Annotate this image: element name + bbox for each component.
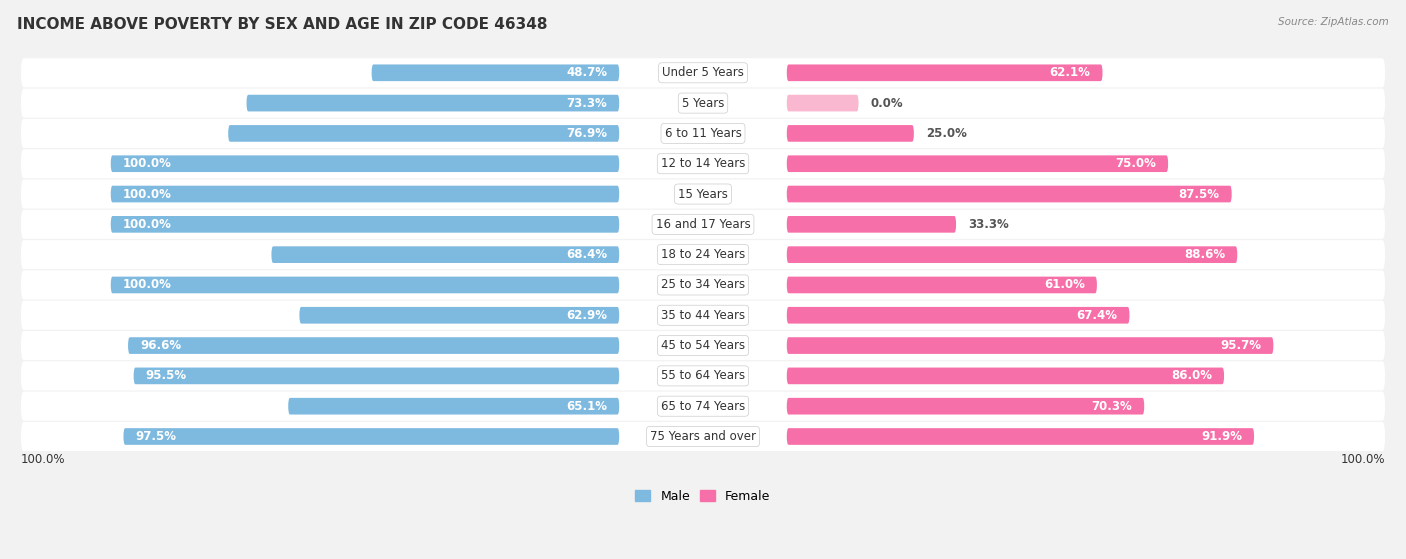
FancyBboxPatch shape [787,368,1225,384]
FancyBboxPatch shape [111,216,619,233]
FancyBboxPatch shape [271,247,619,263]
FancyBboxPatch shape [787,95,859,111]
FancyBboxPatch shape [111,186,619,202]
Text: 48.7%: 48.7% [567,67,607,79]
FancyBboxPatch shape [288,398,619,415]
Legend: Male, Female: Male, Female [630,485,776,508]
Text: 100.0%: 100.0% [122,278,172,291]
Text: 62.1%: 62.1% [1050,67,1091,79]
FancyBboxPatch shape [299,307,619,324]
Text: 100.0%: 100.0% [1340,453,1385,466]
Text: INCOME ABOVE POVERTY BY SEX AND AGE IN ZIP CODE 46348: INCOME ABOVE POVERTY BY SEX AND AGE IN Z… [17,17,547,32]
Text: 65 to 74 Years: 65 to 74 Years [661,400,745,413]
FancyBboxPatch shape [371,64,619,81]
FancyBboxPatch shape [787,216,956,233]
Text: 76.9%: 76.9% [567,127,607,140]
Text: Source: ZipAtlas.com: Source: ZipAtlas.com [1278,17,1389,27]
Text: 12 to 14 Years: 12 to 14 Years [661,157,745,170]
Text: 88.6%: 88.6% [1184,248,1226,261]
Text: 91.9%: 91.9% [1201,430,1241,443]
Text: 55 to 64 Years: 55 to 64 Years [661,369,745,382]
FancyBboxPatch shape [21,58,1385,87]
Text: 62.9%: 62.9% [567,309,607,322]
Text: 16 and 17 Years: 16 and 17 Years [655,218,751,231]
FancyBboxPatch shape [787,277,1097,293]
FancyBboxPatch shape [787,125,914,142]
Text: 15 Years: 15 Years [678,187,728,201]
Text: 25 to 34 Years: 25 to 34 Years [661,278,745,291]
FancyBboxPatch shape [21,331,1385,360]
Text: 35 to 44 Years: 35 to 44 Years [661,309,745,322]
FancyBboxPatch shape [21,392,1385,421]
Text: 68.4%: 68.4% [567,248,607,261]
FancyBboxPatch shape [21,301,1385,330]
FancyBboxPatch shape [787,186,1232,202]
Text: 45 to 54 Years: 45 to 54 Years [661,339,745,352]
Text: 95.5%: 95.5% [146,369,187,382]
FancyBboxPatch shape [787,337,1274,354]
FancyBboxPatch shape [787,428,1254,445]
FancyBboxPatch shape [21,422,1385,451]
Text: 5 Years: 5 Years [682,97,724,110]
FancyBboxPatch shape [21,361,1385,390]
Text: 70.3%: 70.3% [1091,400,1132,413]
FancyBboxPatch shape [124,428,619,445]
Text: 18 to 24 Years: 18 to 24 Years [661,248,745,261]
Text: 6 to 11 Years: 6 to 11 Years [665,127,741,140]
Text: 0.0%: 0.0% [870,97,903,110]
Text: 25.0%: 25.0% [927,127,967,140]
Text: 100.0%: 100.0% [122,187,172,201]
FancyBboxPatch shape [787,247,1237,263]
FancyBboxPatch shape [134,368,619,384]
Text: 97.5%: 97.5% [135,430,176,443]
FancyBboxPatch shape [21,119,1385,148]
FancyBboxPatch shape [787,398,1144,415]
FancyBboxPatch shape [787,307,1129,324]
Text: 96.6%: 96.6% [141,339,181,352]
FancyBboxPatch shape [246,95,619,111]
Text: 86.0%: 86.0% [1171,369,1212,382]
Text: 73.3%: 73.3% [567,97,607,110]
FancyBboxPatch shape [111,277,619,293]
Text: 100.0%: 100.0% [21,453,66,466]
Text: 61.0%: 61.0% [1045,278,1085,291]
Text: Under 5 Years: Under 5 Years [662,67,744,79]
Text: 67.4%: 67.4% [1077,309,1118,322]
Text: 65.1%: 65.1% [567,400,607,413]
FancyBboxPatch shape [21,210,1385,239]
Text: 95.7%: 95.7% [1220,339,1261,352]
FancyBboxPatch shape [787,64,1102,81]
FancyBboxPatch shape [21,179,1385,209]
Text: 100.0%: 100.0% [122,218,172,231]
FancyBboxPatch shape [228,125,619,142]
Text: 100.0%: 100.0% [122,157,172,170]
FancyBboxPatch shape [787,155,1168,172]
Text: 33.3%: 33.3% [969,218,1010,231]
Text: 75.0%: 75.0% [1115,157,1156,170]
FancyBboxPatch shape [21,88,1385,117]
FancyBboxPatch shape [21,240,1385,269]
Text: 87.5%: 87.5% [1178,187,1220,201]
FancyBboxPatch shape [111,155,619,172]
FancyBboxPatch shape [21,149,1385,178]
FancyBboxPatch shape [21,271,1385,300]
Text: 75 Years and over: 75 Years and over [650,430,756,443]
FancyBboxPatch shape [128,337,619,354]
